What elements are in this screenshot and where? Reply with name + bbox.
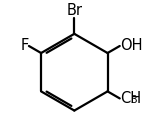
Text: 3: 3 (131, 95, 137, 105)
Text: Br: Br (66, 3, 82, 18)
Text: CH: CH (120, 91, 141, 106)
Text: F: F (21, 38, 29, 53)
Text: OH: OH (120, 38, 142, 53)
